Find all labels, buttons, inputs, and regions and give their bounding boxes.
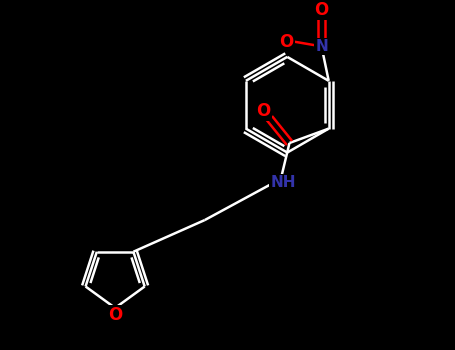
Text: O: O: [108, 306, 122, 324]
Text: N: N: [315, 39, 328, 54]
Text: O: O: [314, 1, 329, 19]
Text: NH: NH: [271, 175, 296, 190]
Text: O: O: [279, 33, 294, 51]
Text: O: O: [257, 102, 271, 120]
